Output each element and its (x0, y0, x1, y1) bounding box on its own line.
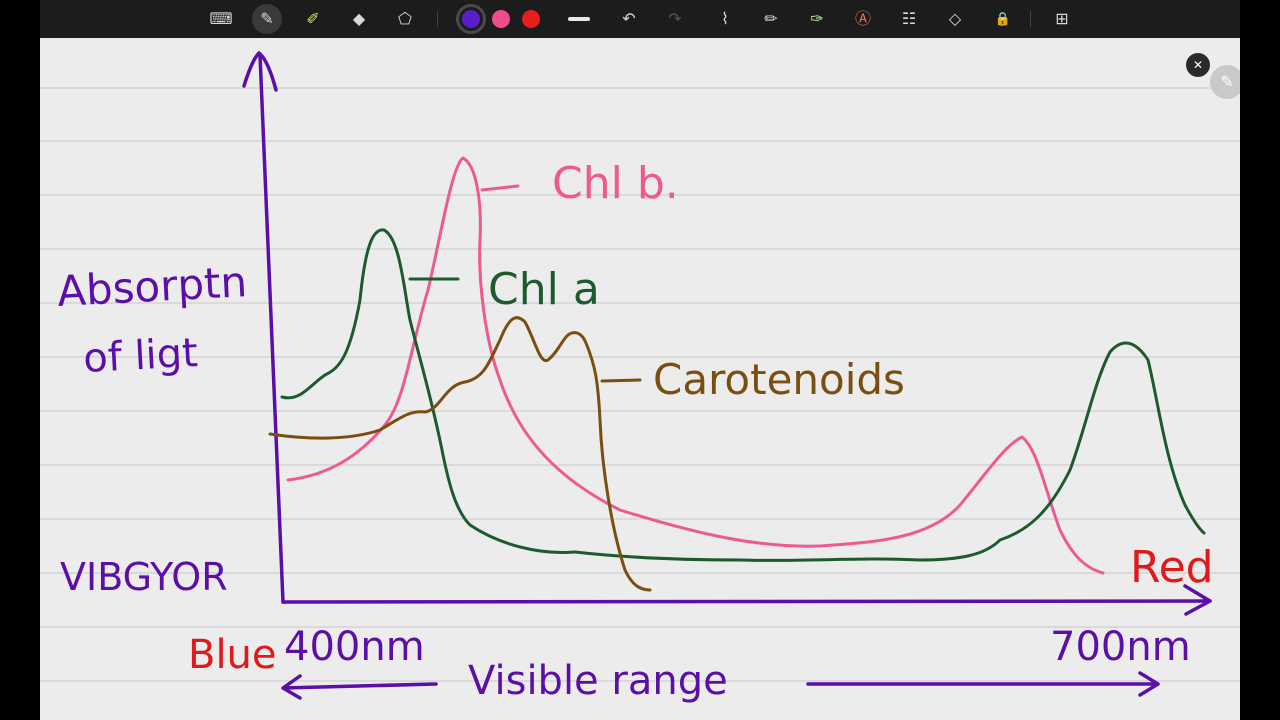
visible-range-label: Visible range (468, 658, 728, 704)
red-label: Red (1130, 542, 1214, 593)
color-swatch-red[interactable] (522, 10, 540, 28)
redo-button[interactable]: ↷ (660, 4, 690, 34)
more-apps-button[interactable]: ⊞ (1047, 4, 1077, 34)
pencil-button[interactable]: ✏ (756, 4, 786, 34)
text-box-icon: ☷ (901, 9, 917, 28)
shape-pen-button[interactable]: ⌇ (710, 4, 740, 34)
redo-icon: ↷ (668, 9, 682, 28)
shapes-icon: ◇ (948, 9, 962, 28)
visible-range-left-arrow (281, 674, 438, 700)
y-axis-arrowhead (242, 51, 278, 92)
text-style-button[interactable]: Ⓐ (848, 4, 878, 34)
x-axis-line (281, 599, 1212, 604)
lasso-icon: ⬠ (398, 9, 412, 28)
marker-icon: ✑ (810, 9, 824, 28)
floating-pen-button[interactable]: ✎ (1210, 65, 1240, 99)
collapse-toolbar-button[interactable]: ✕ (1186, 53, 1210, 77)
undo-button[interactable]: ↶ (614, 4, 644, 34)
vibgyor-label: VIBGYOR (60, 555, 228, 599)
keyboard-button[interactable]: ⌨ (206, 4, 236, 34)
close-icon: ✕ (1192, 58, 1204, 72)
carotenoids-curve (268, 316, 652, 592)
chl-b-curve (286, 156, 1105, 575)
text-box-button[interactable]: ☷ (894, 4, 924, 34)
color-swatch-pink[interactable] (492, 10, 510, 28)
y-axis-label-line2: of ligt (82, 330, 199, 382)
more-apps-icon: ⊞ (1055, 9, 1069, 28)
undo-icon: ↶ (622, 9, 636, 28)
marker-button[interactable]: ✑ (802, 4, 832, 34)
stroke-width-button[interactable] (568, 17, 590, 21)
chl-a-curve (280, 228, 1206, 562)
chl-b-leader-line (480, 184, 520, 192)
carotenoids-label: Carotenoids (653, 355, 905, 404)
shapes-button[interactable]: ◇ (940, 4, 970, 34)
visible-range-right-arrow (806, 671, 1160, 697)
canvas-drawing: Absorptn of ligt Chl b. Chl a Carotenoid… (40, 51, 1240, 704)
toolbar-divider (437, 11, 438, 27)
shape-pen-icon: ⌇ (721, 9, 729, 28)
text-style-icon: Ⓐ (854, 9, 871, 28)
pen-icon: ✎ (1220, 72, 1234, 91)
highlighter-icon: ✐ (306, 9, 320, 28)
lock-icon: 🔒 (994, 11, 1012, 27)
blue-label: Blue (188, 632, 277, 678)
eraser-icon: ◆ (352, 9, 366, 28)
toolbar: ⌨ ✎ ✐ ◆ ⬠ ↶ ↷ ⌇ ✏ ✑ Ⓐ ☷ ◇ 🔒 ⊞ (40, 0, 1240, 38)
x-axis-start-label: 400nm (284, 624, 425, 670)
x-axis-end-label: 700nm (1050, 624, 1191, 670)
drawing-canvas[interactable]: Absorptn of ligt Chl b. Chl a Carotenoid… (40, 38, 1240, 720)
eraser-tool-button[interactable]: ◆ (344, 4, 374, 34)
ruled-lines (40, 87, 1240, 682)
color-swatch-purple[interactable] (462, 10, 480, 28)
y-axis-line (258, 53, 285, 604)
pen-icon: ✎ (260, 9, 274, 28)
keyboard-icon: ⌨ (209, 9, 233, 28)
x-axis-arrowhead (1183, 584, 1212, 616)
lock-button[interactable]: 🔒 (988, 4, 1018, 34)
y-axis-label-line1: Absorptn (56, 257, 248, 316)
pencil-icon: ✏ (764, 9, 778, 28)
toolbar-divider (1030, 11, 1031, 27)
chl-b-label: Chl b. (552, 158, 679, 209)
pen-tool-button[interactable]: ✎ (252, 4, 282, 34)
carotenoids-leader-line (600, 378, 642, 383)
chl-a-label: Chl a (488, 264, 600, 315)
lasso-tool-button[interactable]: ⬠ (390, 4, 420, 34)
highlighter-tool-button[interactable]: ✐ (298, 4, 328, 34)
